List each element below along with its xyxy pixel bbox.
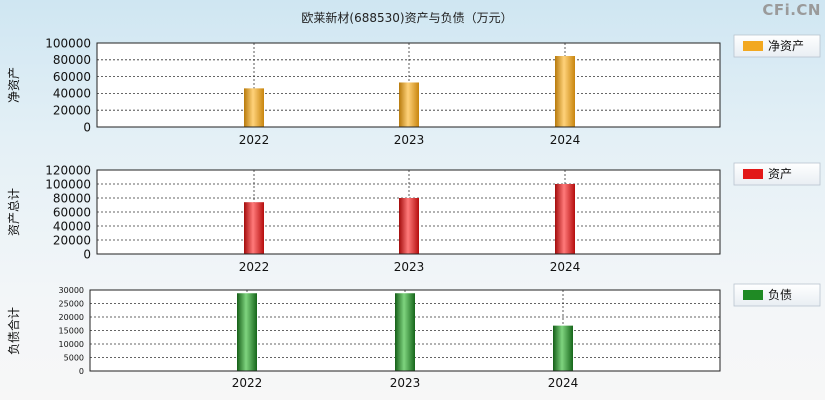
y-tick-label: 40000 xyxy=(53,87,91,101)
panel-1: 100000 80000 60000 40000 20000 0 2022 2023 2024 净… xyxy=(7,34,821,147)
y-axis-label: 资产总计 xyxy=(7,188,21,236)
bar-2024 xyxy=(553,325,573,371)
legend-box xyxy=(733,283,821,307)
legend: 资产 xyxy=(733,162,821,186)
bar-2024 xyxy=(555,184,575,254)
bar-2024 xyxy=(555,56,575,127)
x-tick-label: 2022 xyxy=(232,376,263,390)
y-tick-label: 60000 xyxy=(53,70,91,84)
legend: 负债 xyxy=(733,283,821,307)
y-tick-label: 80000 xyxy=(53,53,91,67)
legend-box xyxy=(733,162,821,186)
legend-box xyxy=(733,34,821,58)
x-tick-label: 2024 xyxy=(550,260,581,274)
legend-swatch xyxy=(743,290,763,300)
y-axis-label: 净资产 xyxy=(7,67,21,103)
legend-label: 净资产 xyxy=(768,39,804,53)
x-tick-label: 2024 xyxy=(548,376,579,390)
plot-border xyxy=(96,169,721,255)
y-tick-label: 0 xyxy=(79,367,84,376)
x-tick-label: 2023 xyxy=(394,133,425,147)
plot-border xyxy=(89,289,721,372)
y-tick-label: 0 xyxy=(83,247,91,261)
y-tick-label: 25000 xyxy=(59,299,84,308)
legend: 净资产 xyxy=(733,34,821,58)
bar-2022 xyxy=(237,293,257,371)
y-tick-label: 30000 xyxy=(59,286,84,295)
x-tick-label: 2022 xyxy=(239,260,270,274)
bar-2022 xyxy=(244,88,264,127)
y-tick-label: 120000 xyxy=(45,163,91,177)
y-tick-label: 15000 xyxy=(59,326,84,335)
chart-title: 欧莱新材(688530)资产与负债（万元） xyxy=(301,10,512,25)
x-tick-label: 2023 xyxy=(394,260,425,274)
bar-2023 xyxy=(399,198,419,254)
y-tick-label: 60000 xyxy=(53,205,91,219)
y-tick-label: 5000 xyxy=(64,353,84,362)
legend-label: 负债 xyxy=(768,288,792,302)
legend-swatch xyxy=(743,169,763,179)
plot-border xyxy=(96,42,721,128)
y-tick-label: 20000 xyxy=(53,104,91,118)
bar-2022 xyxy=(244,202,264,254)
y-tick-label: 0 xyxy=(83,120,91,134)
bar-2023 xyxy=(399,82,419,127)
panel-3: 30000 25000 20000 15000 10000 5000 0 2022 2023 20… xyxy=(6,283,821,390)
legend-label: 资产 xyxy=(768,167,792,181)
y-tick-label: 100000 xyxy=(45,36,91,50)
x-tick-label: 2022 xyxy=(239,133,270,147)
x-tick-label: 2023 xyxy=(390,376,421,390)
y-tick-label: 20000 xyxy=(59,313,84,322)
y-tick-label: 100000 xyxy=(45,177,91,191)
x-tick-label: 2024 xyxy=(550,133,581,147)
legend-swatch xyxy=(743,41,763,51)
y-tick-label: 10000 xyxy=(59,340,84,349)
watermark: CFi.CN xyxy=(762,1,821,19)
y-axis-label: 负债合计 xyxy=(6,307,21,355)
y-tick-label: 20000 xyxy=(53,233,91,247)
y-tick-label: 80000 xyxy=(53,191,91,205)
y-tick-label: 40000 xyxy=(53,219,91,233)
bar-2023 xyxy=(395,293,415,371)
